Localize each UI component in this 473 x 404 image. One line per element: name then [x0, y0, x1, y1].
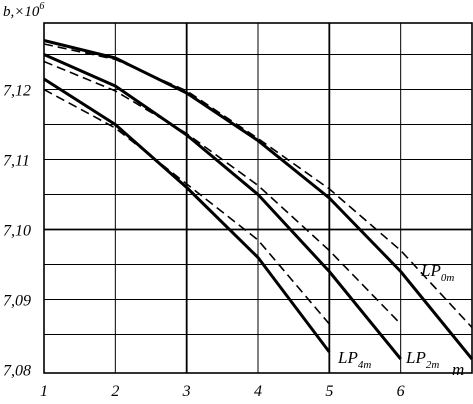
y-axis-label: b,×106 — [3, 1, 44, 20]
series-line-0-solid — [43, 39, 473, 360]
x-tick-label: 6 — [397, 383, 405, 400]
y-tick-label: 7,10 — [3, 223, 31, 240]
series-lines — [43, 39, 473, 360]
x-tick-label: 4 — [254, 383, 262, 400]
x-tick-label: 1 — [40, 383, 48, 400]
tick-labels: 1 2 3 4 5 6 7,08 7,09 7,10 7,11 7,12 — [3, 83, 405, 401]
series-line-2-solid — [43, 53, 402, 360]
x-tick-label: 3 — [182, 383, 191, 400]
series-label-LP2m: LP2m — [405, 348, 439, 371]
x-axis-label: m — [452, 360, 464, 379]
x-tick-label: 5 — [325, 383, 333, 400]
series-label-LP4m: LP4m — [337, 348, 371, 371]
x-tick-label: 2 — [111, 383, 119, 400]
series-line-3-dashed — [43, 60, 402, 325]
series-line-1-dashed — [43, 43, 473, 329]
y-tick-label: 7,08 — [3, 363, 31, 380]
series-labels: LP0m LP2m LP4m — [337, 261, 454, 371]
series-label-LP0m: LP0m — [420, 261, 454, 284]
y-tick-label: 7,09 — [3, 293, 31, 310]
y-tick-label: 7,11 — [3, 153, 30, 170]
grid — [43, 22, 473, 374]
series-line-4-solid — [43, 77, 331, 353]
y-tick-label: 7,12 — [3, 83, 31, 100]
series-line-5-dashed — [43, 88, 330, 325]
